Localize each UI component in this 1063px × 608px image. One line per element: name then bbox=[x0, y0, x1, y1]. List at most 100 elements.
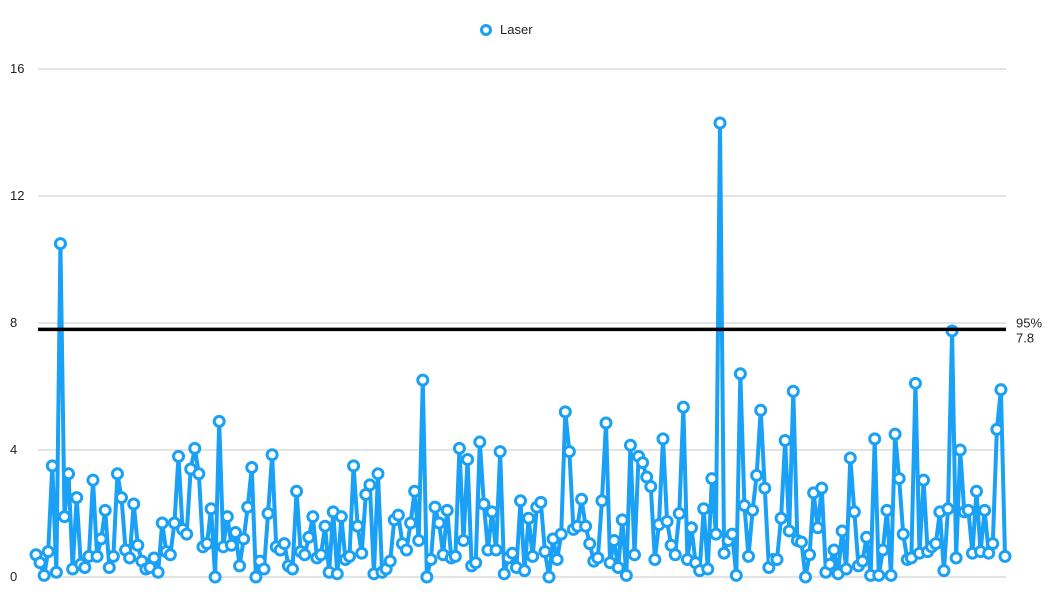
data-point bbox=[978, 503, 992, 517]
data-point bbox=[489, 543, 503, 557]
legend-marker-icon bbox=[480, 24, 492, 36]
data-point bbox=[212, 414, 226, 428]
data-point bbox=[847, 505, 861, 519]
data-point bbox=[709, 527, 723, 541]
data-point bbox=[428, 500, 442, 514]
y-tick-label-4: 4 bbox=[10, 442, 17, 457]
data-point bbox=[167, 516, 181, 530]
data-point bbox=[37, 568, 51, 582]
data-point bbox=[786, 384, 800, 398]
data-point bbox=[208, 570, 222, 584]
y-axis-tick-labels: 0 4 8 12 16 bbox=[10, 61, 24, 584]
y-tick-label-12: 12 bbox=[10, 188, 24, 203]
data-point bbox=[347, 459, 361, 473]
data-point bbox=[970, 484, 983, 498]
data-point bbox=[229, 526, 242, 540]
data-point bbox=[705, 472, 719, 486]
data-point bbox=[953, 443, 967, 457]
data-point bbox=[636, 456, 650, 470]
data-point bbox=[412, 533, 426, 547]
data-point bbox=[261, 507, 275, 520]
data-point bbox=[318, 519, 332, 533]
data-point bbox=[884, 568, 898, 582]
data-point bbox=[94, 532, 108, 546]
data-point bbox=[461, 453, 475, 467]
data-point bbox=[888, 427, 902, 441]
data-point bbox=[623, 438, 637, 452]
data-point bbox=[286, 562, 299, 576]
data-point bbox=[668, 548, 682, 562]
data-point bbox=[62, 467, 76, 481]
data-point bbox=[725, 527, 739, 541]
data-point bbox=[224, 538, 238, 552]
data-point bbox=[49, 565, 63, 579]
data-point bbox=[110, 467, 124, 481]
data-point bbox=[827, 543, 841, 557]
data-point bbox=[371, 467, 385, 481]
data-point bbox=[794, 535, 808, 549]
data-point bbox=[404, 516, 418, 530]
data-point bbox=[408, 484, 422, 498]
data-point bbox=[868, 432, 882, 446]
data-point bbox=[534, 495, 548, 509]
data-point bbox=[123, 551, 137, 565]
data-point bbox=[595, 494, 609, 508]
y-tick-label-16: 16 bbox=[10, 61, 24, 76]
data-point bbox=[400, 543, 413, 557]
data-point bbox=[98, 503, 112, 517]
data-point bbox=[799, 570, 812, 584]
data-point bbox=[908, 376, 922, 390]
data-point bbox=[416, 373, 430, 387]
data-point bbox=[770, 553, 784, 567]
data-point bbox=[245, 460, 259, 474]
data-point bbox=[526, 549, 540, 563]
data-point bbox=[505, 546, 519, 560]
data-point bbox=[778, 433, 792, 447]
data-point bbox=[550, 553, 564, 567]
data-point bbox=[729, 568, 743, 582]
data-point bbox=[41, 545, 55, 559]
data-point bbox=[522, 511, 536, 525]
data-point bbox=[611, 560, 625, 574]
data-point bbox=[717, 546, 731, 560]
data-point bbox=[742, 549, 755, 563]
data-point bbox=[815, 481, 829, 495]
data-point bbox=[78, 560, 92, 574]
data-point bbox=[334, 510, 348, 524]
data-point bbox=[754, 403, 768, 417]
data-point bbox=[554, 527, 568, 541]
data-point bbox=[363, 478, 377, 492]
data-point bbox=[697, 502, 711, 516]
data-point bbox=[90, 549, 104, 563]
data-point bbox=[343, 549, 356, 563]
data-point bbox=[676, 400, 690, 414]
data-point bbox=[994, 383, 1008, 397]
data-point bbox=[750, 468, 764, 482]
data-point bbox=[998, 549, 1012, 563]
data-point bbox=[220, 510, 234, 524]
data-point bbox=[872, 568, 886, 582]
data-point bbox=[469, 556, 483, 570]
data-point bbox=[277, 537, 291, 551]
data-point bbox=[355, 546, 369, 560]
data-point bbox=[70, 491, 84, 505]
data-point bbox=[241, 500, 255, 514]
data-point bbox=[497, 567, 511, 581]
data-point bbox=[424, 553, 438, 567]
data-point bbox=[33, 556, 47, 570]
data-point bbox=[477, 497, 491, 511]
data-point bbox=[127, 497, 141, 511]
data-point bbox=[45, 459, 59, 473]
data-point bbox=[929, 537, 943, 551]
data-point bbox=[542, 570, 556, 584]
data-point bbox=[351, 519, 365, 533]
series-laser bbox=[29, 116, 1012, 584]
data-point bbox=[420, 570, 434, 584]
data-point bbox=[383, 554, 397, 568]
data-point bbox=[615, 513, 629, 527]
data-point bbox=[562, 445, 576, 459]
data-point bbox=[591, 551, 605, 565]
data-point bbox=[188, 441, 202, 455]
data-point bbox=[941, 502, 955, 516]
data-point bbox=[147, 551, 161, 565]
